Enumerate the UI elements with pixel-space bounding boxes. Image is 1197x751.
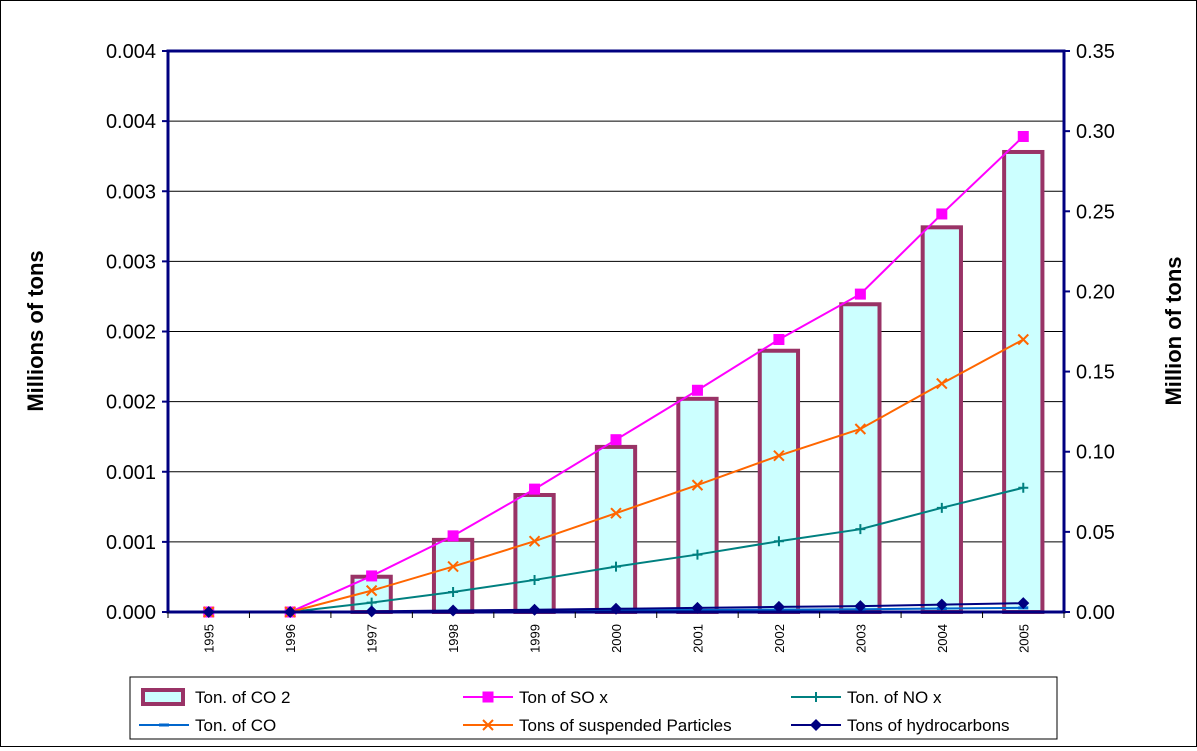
data-point [1018, 482, 1029, 493]
data-point [366, 570, 378, 582]
data-point [854, 423, 867, 435]
x-tick-label: 1996 [283, 624, 298, 653]
legend-entry-label: Ton of SO x [519, 688, 608, 707]
y-right-tick-label: 0.15 [1076, 362, 1115, 384]
bar-co2 [431, 537, 475, 614]
y-axis-left-label: Millions of tons [23, 250, 48, 411]
legend-entry-label: Ton. of CO 2 [195, 688, 290, 707]
data-point [691, 384, 703, 396]
legend-box [129, 676, 1058, 740]
bar-co2 [513, 492, 556, 614]
axes: 0.000 0.001 0.001 0.002 0.002 0.003 0.003 0.004… [106, 41, 1115, 653]
data-point [610, 507, 622, 519]
y-left-tick-label: 0.000 [106, 602, 156, 624]
data-point [691, 479, 704, 491]
y-left-tick-label: 0.003 [106, 251, 156, 273]
bar-co2 [839, 302, 882, 614]
y-right-tick-label: 0.10 [1076, 442, 1115, 464]
line-series [202, 130, 1030, 618]
data-point [529, 574, 540, 585]
data-point [1017, 597, 1030, 610]
y-right-tick-label: 0.00 [1076, 602, 1115, 624]
y-right-tick-label: 0.30 [1076, 121, 1115, 143]
y-left-tick-label: 0.004 [106, 41, 156, 63]
y-left-tick-label: 0.002 [106, 322, 156, 344]
legend-entry-label: Ton. of CO [195, 716, 276, 735]
legend-entry-label: Ton. of NO x [847, 688, 942, 707]
data-point [854, 288, 866, 300]
legend-entry-label: Tons of suspended Particles [519, 716, 732, 735]
bar-co2 [1002, 149, 1045, 614]
data-point [854, 600, 867, 613]
data-point [773, 450, 785, 462]
legend: Ton. of CO 2 Ton of SO x Ton. of NO x Ton. … [129, 676, 1058, 740]
bar-co2 [594, 444, 638, 614]
y-left-tick-label: 0.003 [106, 181, 156, 203]
y-right-tick-label: 0.20 [1076, 281, 1115, 303]
data-point [772, 600, 785, 613]
data-point [935, 598, 948, 611]
x-tick-label: 2002 [772, 624, 787, 653]
data-point [365, 584, 378, 597]
data-point [529, 483, 541, 495]
data-point [855, 524, 866, 535]
legend-marker [810, 719, 822, 731]
data-point [936, 502, 947, 513]
data-point [447, 560, 459, 573]
x-tick-label: 1998 [446, 624, 461, 653]
x-tick-label: 1997 [365, 624, 380, 653]
data-point [1017, 333, 1029, 346]
data-point [611, 561, 621, 572]
y-left-tick-label: 0.002 [106, 392, 156, 414]
y-left-tick-label: 0.004 [106, 111, 156, 133]
y-left-tick-label: 0.001 [106, 462, 156, 484]
x-tick-label: 1999 [528, 624, 543, 653]
legend-marker [811, 692, 821, 702]
legend-marker [482, 719, 494, 731]
x-tick-label: 2005 [1016, 624, 1031, 653]
y-axis-right-label: Million of tons [1161, 256, 1186, 405]
y-left-tick-label: 0.001 [106, 532, 156, 554]
legend-swatch [141, 688, 185, 706]
y-right-tick-label: 0.05 [1076, 522, 1115, 544]
legend-marker [482, 691, 494, 703]
x-tick-label: 2004 [935, 624, 950, 653]
data-point [692, 549, 703, 560]
x-tick-label: 2001 [690, 624, 705, 653]
bar-co2 [757, 348, 801, 614]
data-point [936, 377, 948, 390]
x-tick-label: 1995 [202, 624, 217, 653]
data-point [528, 535, 541, 547]
data-point [610, 434, 622, 446]
data-point [447, 530, 459, 542]
x-tick-label: 2003 [853, 624, 868, 653]
x-tick-label: 2000 [609, 624, 624, 653]
data-point [1017, 130, 1029, 142]
data-point [773, 334, 785, 346]
legend-entry-label: Tons of hydrocarbons [847, 716, 1010, 735]
data-point [448, 586, 459, 597]
data-point [936, 208, 948, 220]
bar-co2 [920, 225, 963, 614]
y-right-tick-label: 0.35 [1076, 41, 1115, 63]
y-right-tick-label: 0.25 [1076, 201, 1115, 223]
bar-co2 [676, 396, 719, 614]
data-point [773, 536, 784, 547]
